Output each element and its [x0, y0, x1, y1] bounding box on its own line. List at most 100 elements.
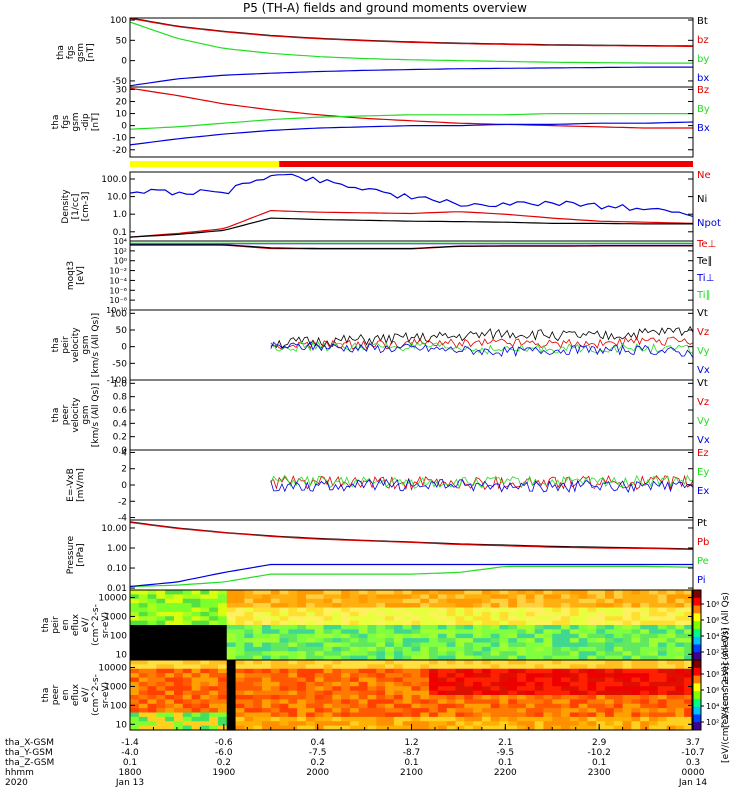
heatmap-cell	[543, 625, 553, 630]
heatmap-cell	[332, 725, 342, 731]
heatmap-cell	[455, 611, 465, 617]
heatmap-cell	[244, 708, 254, 714]
heatmap-cell	[525, 690, 536, 696]
heatmap-cell	[147, 721, 157, 727]
heatmap-cell	[657, 716, 668, 722]
heatmap-cell	[393, 629, 404, 635]
heatmap-cell	[235, 594, 245, 600]
heatmap-cell	[429, 620, 439, 626]
heatmap-cell	[217, 699, 228, 705]
y-axis-label: [nT]	[91, 113, 101, 131]
heatmap-cell	[376, 681, 386, 687]
heatmap-cell	[349, 633, 360, 639]
series-Bz	[129, 87, 693, 129]
heatmap-cell	[288, 633, 298, 639]
heatmap-cell	[147, 616, 157, 622]
heatmap-cell	[332, 681, 342, 687]
heatmap-cell	[358, 686, 369, 692]
heatmap-cell	[473, 642, 483, 648]
heatmap-cell	[341, 708, 351, 714]
y-axis-label: en	[61, 689, 71, 700]
heatmap-cell	[200, 607, 210, 613]
heatmap-cell	[279, 699, 289, 705]
heatmap-cell	[437, 629, 448, 635]
heatmap-cell	[446, 625, 457, 630]
heatmap-cell	[200, 594, 210, 600]
heatmap-cell	[420, 716, 430, 722]
heatmap-cell	[684, 673, 694, 679]
heatmap-cell	[156, 699, 166, 705]
heatmap-cell	[226, 716, 237, 722]
heatmap-cell	[552, 664, 562, 670]
heatmap-cell	[622, 716, 633, 722]
heatmap-cell	[587, 725, 597, 731]
heatmap-cell	[349, 716, 360, 722]
heatmap-cell	[420, 673, 430, 679]
heatmap-cell	[332, 716, 342, 722]
heatmap-cell	[191, 646, 201, 652]
heatmap-cell	[499, 638, 509, 644]
heatmap-cell	[200, 629, 210, 635]
heatmap-cell	[217, 611, 228, 617]
heatmap-cell	[587, 598, 597, 604]
heatmap-cell	[138, 664, 149, 670]
heatmap-cell	[657, 646, 668, 652]
heatmap-cell	[543, 721, 553, 727]
heatmap-cell	[666, 721, 677, 727]
heatmap-cell	[270, 660, 281, 665]
heatmap-cell	[288, 708, 298, 714]
heatmap-cell	[411, 664, 421, 670]
heatmap-cell	[341, 668, 351, 674]
heatmap-cell	[323, 598, 333, 604]
heatmap-cell	[288, 699, 298, 705]
heatmap-cell	[402, 716, 413, 722]
heatmap-cell	[411, 646, 421, 652]
heatmap-cell	[279, 664, 289, 670]
heatmap-cell	[253, 681, 263, 687]
heatmap-cell	[622, 590, 633, 595]
heatmap-cell	[622, 638, 633, 644]
heatmap-cell	[270, 655, 281, 661]
heatmap-cell	[156, 703, 166, 709]
legend-Ne: Ne	[697, 170, 711, 181]
heatmap-cell	[235, 642, 245, 648]
heatmap-cell	[525, 681, 536, 687]
heatmap-cell	[393, 620, 404, 626]
y-tick-label: 0.0	[113, 446, 128, 456]
heatmap-cell	[437, 638, 448, 644]
heatmap-cell	[437, 607, 448, 613]
heatmap-cell	[323, 616, 333, 622]
heatmap-cell	[147, 655, 157, 661]
heatmap-cell	[297, 725, 307, 731]
heatmap-cell	[508, 590, 518, 595]
heatmap-cell	[684, 603, 694, 609]
heatmap-cell	[297, 712, 307, 718]
heatmap-cell	[323, 708, 333, 714]
row-label: tha_Y-GSM	[5, 748, 53, 758]
heatmap-cell	[613, 620, 624, 626]
heatmap-cell	[323, 686, 333, 692]
heatmap-cell	[138, 629, 149, 635]
heatmap-cell	[209, 695, 219, 700]
heatmap-cell	[261, 708, 272, 714]
heatmap-cell	[182, 590, 193, 595]
heatmap-cell	[481, 620, 492, 626]
heatmap-cell	[165, 646, 175, 652]
heatmap-cell	[437, 594, 448, 600]
heatmap-cell	[657, 625, 668, 630]
heatmap-cell	[191, 594, 201, 600]
heatmap-cell	[499, 590, 509, 595]
heatmap-cell	[200, 725, 210, 731]
heatmap-cell	[543, 590, 553, 595]
heatmap-cell	[332, 712, 342, 718]
heatmap-cell	[402, 677, 413, 683]
heatmap-cell	[138, 690, 149, 696]
heatmap-cell	[349, 677, 360, 683]
heatmap-cell	[649, 590, 659, 595]
heatmap-cell	[543, 690, 553, 696]
heatmap-cell	[332, 590, 342, 595]
heatmap-cell	[429, 664, 439, 670]
heatmap-cell	[226, 686, 237, 692]
heatmap-cell	[534, 651, 545, 657]
y-tick-label: 10⁻⁶	[109, 286, 127, 295]
